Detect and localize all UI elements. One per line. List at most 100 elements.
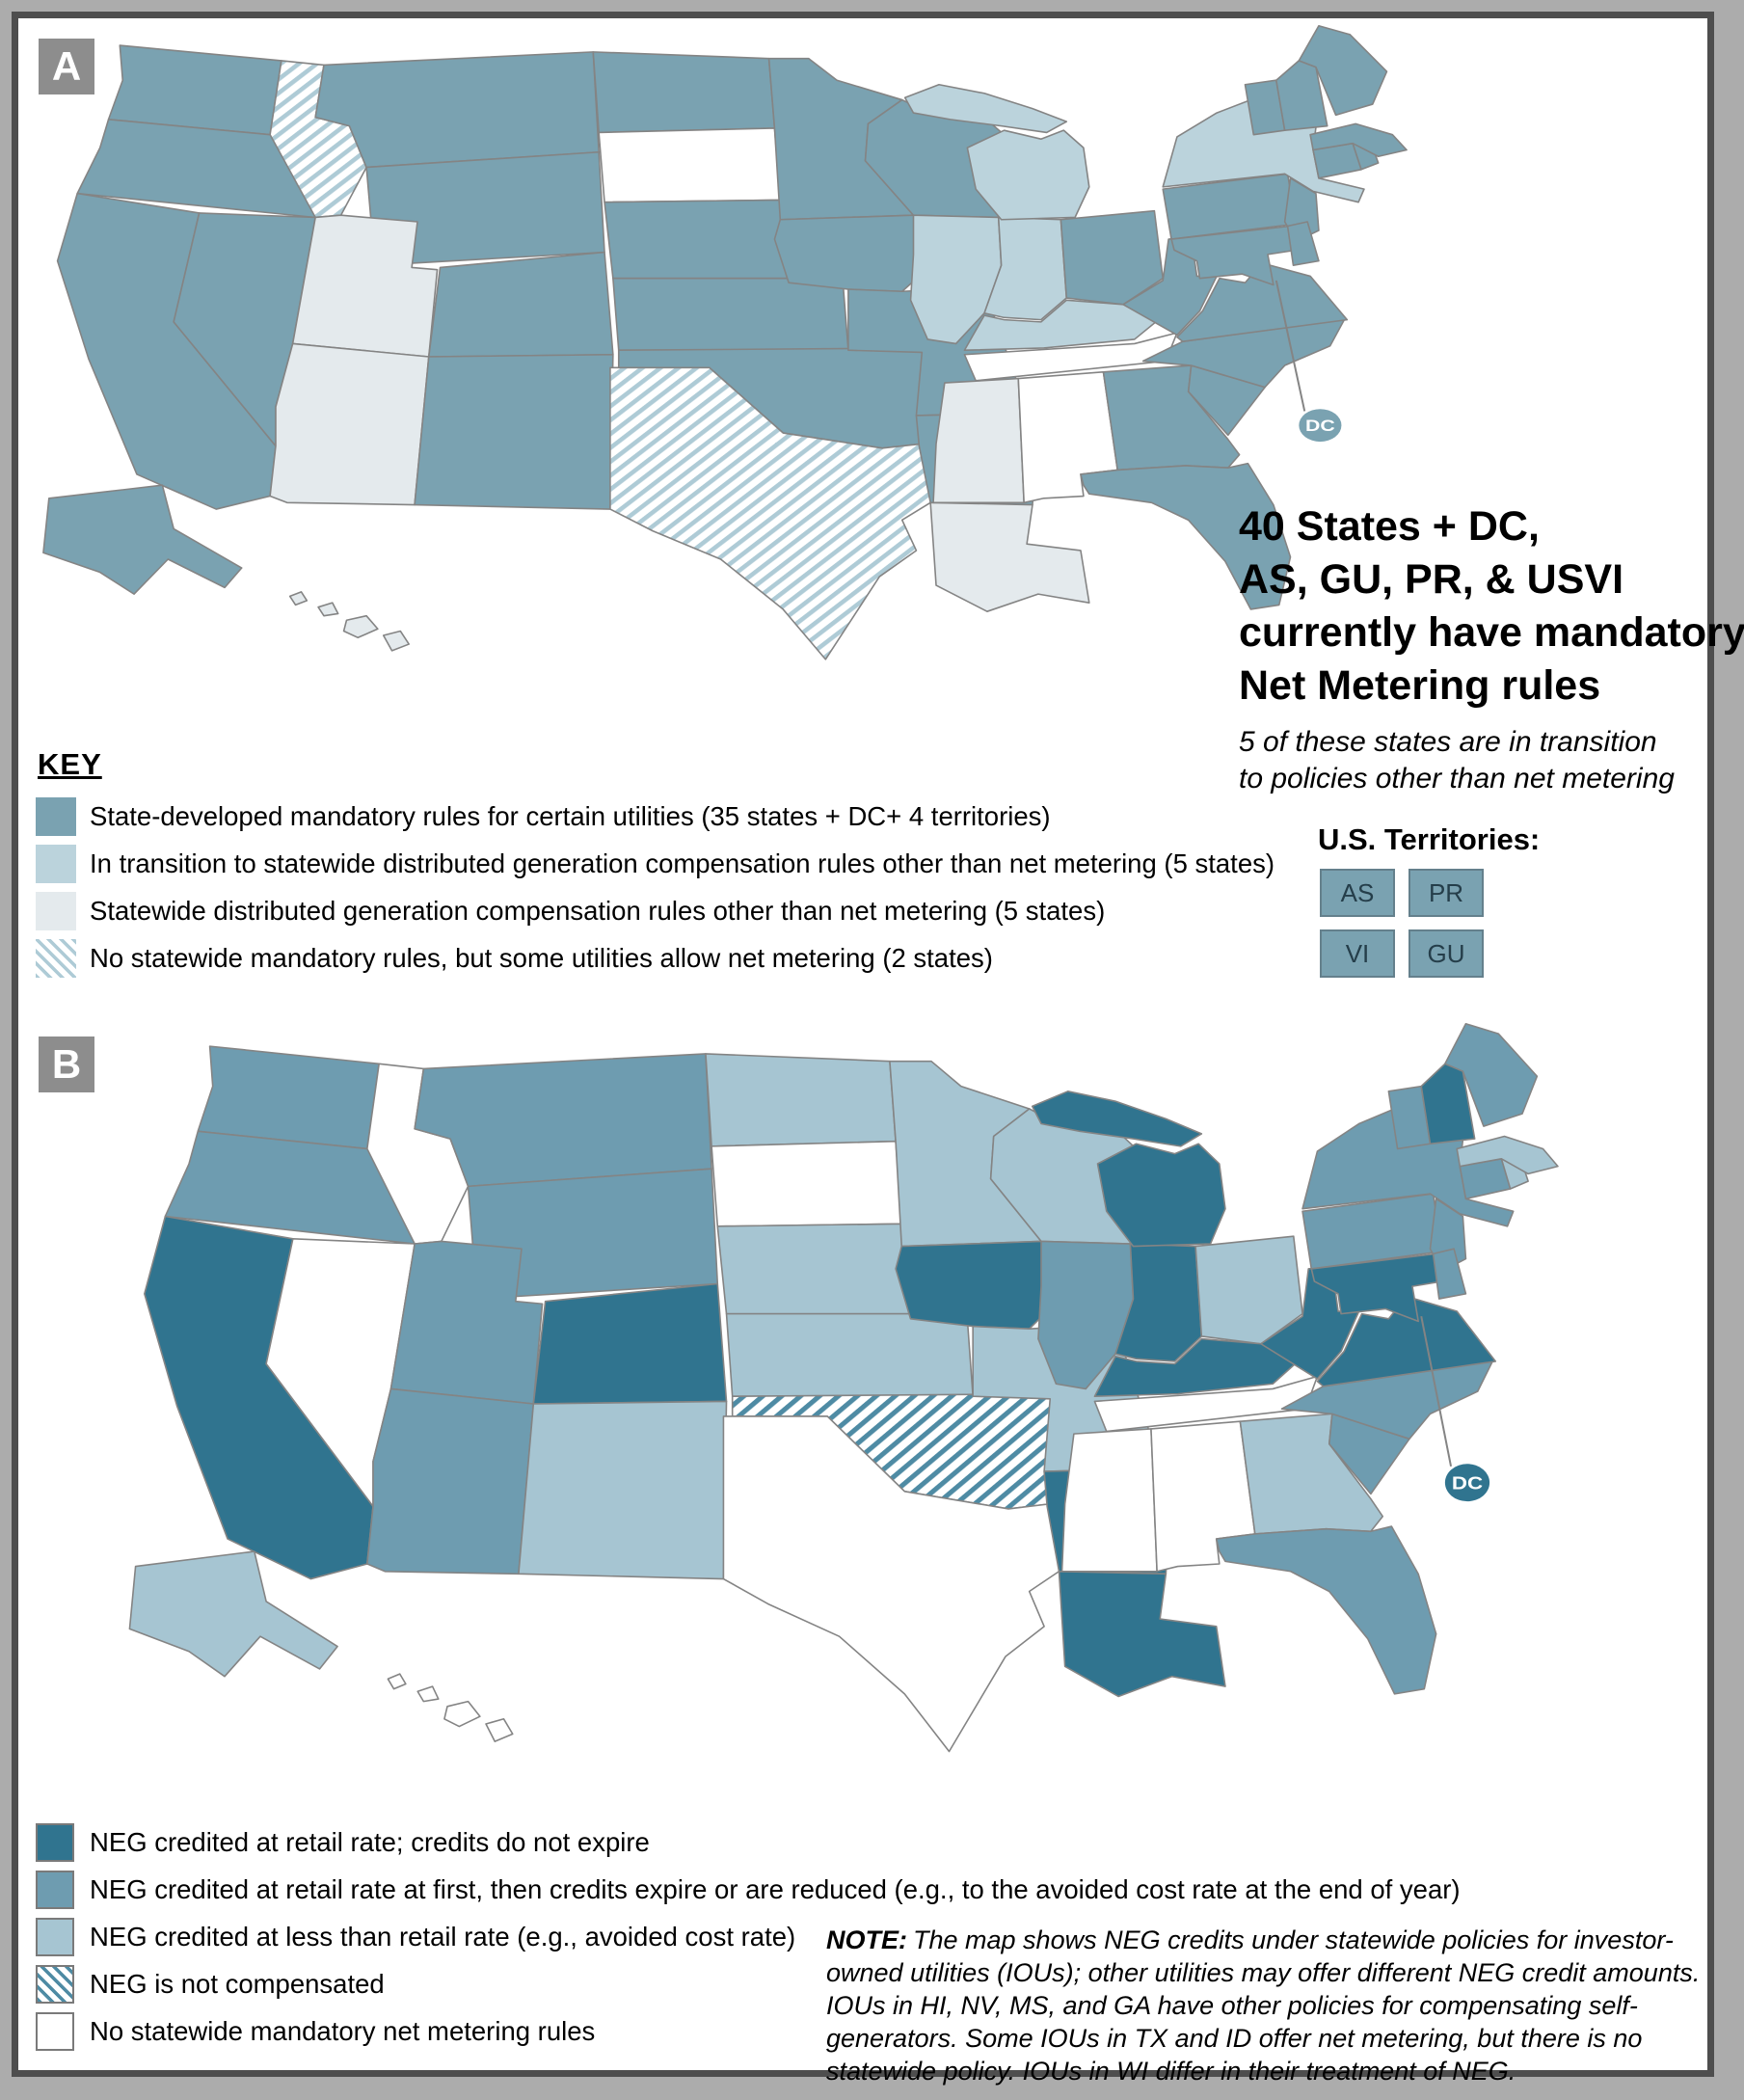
state-fl: [1217, 1526, 1436, 1694]
legend-swatch-other_rules: [36, 892, 76, 930]
state-ma: [1310, 123, 1407, 156]
state-nc: [1143, 320, 1345, 388]
note-body: The map shows NEG credits under statewid…: [826, 1925, 1701, 2086]
legend-item-below_retail: NEG credited at less than retail rate (e…: [36, 1918, 1461, 1956]
legend-swatch-transition: [36, 845, 76, 883]
state-hi: [290, 592, 308, 606]
state-hi: [444, 1702, 480, 1727]
title-line-4: Net Metering rules: [1239, 662, 1601, 709]
state-hi: [417, 1686, 439, 1702]
subtitle-line-2: to policies other than net metering: [1239, 763, 1675, 794]
state-ms: [933, 379, 1024, 503]
state-ak: [129, 1551, 337, 1677]
state-ak: [43, 485, 242, 594]
legend-label: NEG credited at retail rate at first, th…: [90, 1874, 1461, 1904]
territory-box-pr: PR: [1409, 869, 1484, 917]
legend-label: Statewide distributed generation compens…: [90, 896, 1106, 926]
key-heading: KEY: [38, 747, 102, 781]
title-line-3: currently have mandatory: [1239, 609, 1744, 656]
state-me: [1445, 1024, 1537, 1126]
dc-leader-line: [1421, 1316, 1451, 1467]
territory-box-as: AS: [1320, 869, 1395, 917]
territory-box-vi: VI: [1320, 929, 1395, 978]
state-tx: [723, 1416, 1059, 1752]
legend-item-other_rules: Statewide distributed generation compens…: [36, 892, 1274, 930]
state-hi: [344, 616, 378, 638]
legend-label: In transition to statewide distributed g…: [90, 848, 1275, 878]
state-wv: [1261, 1266, 1359, 1379]
map-a-subtitle: 5 of these states are in transition to p…: [1239, 724, 1740, 797]
legend-a: State-developed mandatory rules for cert…: [36, 797, 1274, 986]
state-de: [1434, 1249, 1466, 1299]
state-ms: [1062, 1429, 1158, 1572]
state-ks: [613, 279, 848, 351]
state-ia: [774, 215, 925, 291]
legend-swatch-not_compensated: [36, 1965, 74, 2004]
territories-heading: U.S. Territories:: [1318, 822, 1541, 856]
legend-swatch-retail_no_expiry: [36, 1823, 74, 1862]
state-sd: [599, 128, 780, 202]
state-az: [270, 343, 429, 504]
legend-b: NEG credited at retail rate; credits do …: [36, 1823, 1461, 2060]
panel-a-label: A: [39, 39, 94, 94]
state-hi: [486, 1719, 513, 1741]
legend-item-retail_then_reduced: NEG credited at retail rate at first, th…: [36, 1871, 1461, 1909]
state-nc: [1281, 1361, 1492, 1439]
state-oh: [1060, 211, 1163, 305]
state-co: [429, 253, 613, 357]
dc-callout-circle: [1444, 1464, 1490, 1502]
state-hi: [388, 1674, 405, 1689]
legend-label: NEG is not compensated: [90, 1969, 385, 1999]
state-nm: [415, 355, 613, 509]
state-co: [533, 1284, 726, 1404]
title-line-2: AS, GU, PR, & USVI: [1239, 556, 1624, 603]
state-ma: [1457, 1136, 1558, 1173]
state-nm: [519, 1401, 727, 1578]
map-b-container: DC: [76, 1016, 1561, 1791]
state-mi: [967, 130, 1088, 220]
dc-callout-label: DC: [1305, 417, 1335, 435]
territories-grid: AS PR VI GU: [1320, 869, 1484, 978]
state-ut: [293, 215, 438, 357]
state-hi: [318, 603, 338, 616]
state-wv: [1123, 237, 1217, 336]
state-ks: [727, 1314, 974, 1397]
state-nh: [1276, 61, 1328, 130]
figure-frame: A DC 40 States + DC, AS, GU, PR, & USVI …: [12, 12, 1744, 2086]
legend-label: NEG credited at less than retail rate (e…: [90, 1922, 796, 1952]
state-oh: [1195, 1236, 1302, 1344]
state-mi: [1098, 1144, 1225, 1246]
state-mi: [905, 85, 1067, 133]
legend-item-retail_no_expiry: NEG credited at retail rate; credits do …: [36, 1823, 1461, 1862]
map-a-title: 40 States + DC, AS, GU, PR, & USVI curre…: [1239, 500, 1744, 797]
state-ut: [390, 1241, 542, 1404]
state-nd: [706, 1054, 896, 1146]
us-choropleth-a: DC: [0, 19, 1409, 694]
state-az: [367, 1388, 533, 1574]
us-choropleth-b: DC: [76, 1016, 1561, 1791]
state-de: [1288, 222, 1319, 265]
note-label: NOTE:: [826, 1925, 907, 1954]
map-a-container: DC: [0, 19, 1409, 694]
legend-item-transition: In transition to statewide distributed g…: [36, 845, 1274, 883]
state-la: [1059, 1572, 1224, 1697]
legend-swatch-none: [36, 2012, 74, 2051]
dc-callout-circle: [1299, 409, 1342, 443]
legend-swatch-below_retail: [36, 1918, 74, 1956]
panel-b-label: B: [39, 1037, 94, 1092]
legend-label: No statewide mandatory net metering rule…: [90, 2016, 596, 2046]
legend-swatch-some_utilities: [36, 939, 76, 978]
state-sd: [711, 1142, 901, 1226]
legend-swatch-mandatory: [36, 797, 76, 836]
legend-label: State-developed mandatory rules for cert…: [90, 801, 1051, 831]
state-nd: [593, 52, 774, 133]
dc-leader-line: [1276, 281, 1304, 411]
state-fl: [1081, 464, 1291, 609]
state-mi: [1033, 1091, 1202, 1146]
title-line-1: 40 States + DC,: [1239, 503, 1540, 550]
legend-item-some_utilities: No statewide mandatory rules, but some u…: [36, 939, 1274, 978]
state-me: [1299, 26, 1386, 116]
legend-item-mandatory: State-developed mandatory rules for cert…: [36, 797, 1274, 836]
note-text-block: NOTE: The map shows NEG credits under sta…: [826, 1924, 1728, 2087]
